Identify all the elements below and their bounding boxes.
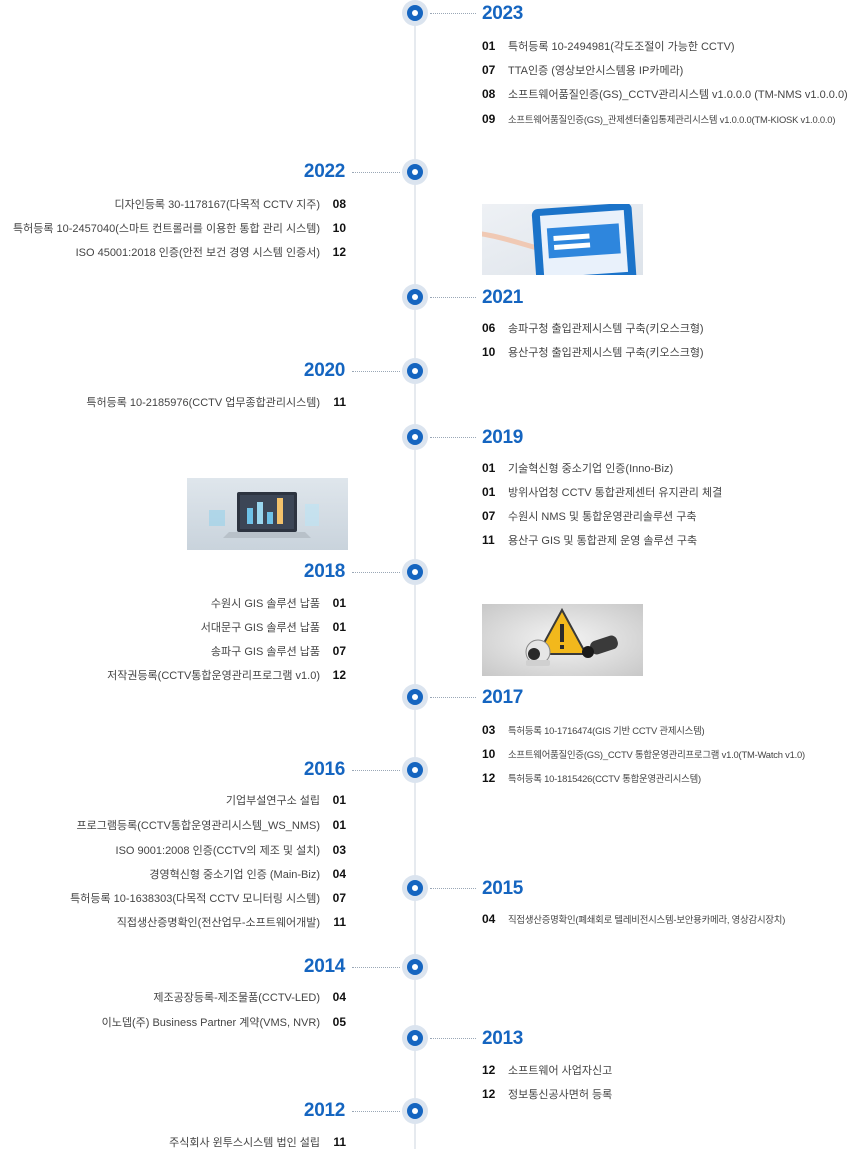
year-2017: 2017: [482, 687, 524, 708]
timeline-dot-2013: [402, 1025, 428, 1051]
connector-2022: [352, 172, 400, 173]
cctv-warning-photo: [482, 604, 643, 676]
event-row: 01 방위사업청 CCTV 통합관제센터 유지관리 체결: [482, 485, 723, 499]
event-row: 09 소프트웨어품질인증(GS)_관제센터출입통제관리시스템 v1.0.0.0(T…: [482, 112, 836, 126]
year-2020: 2020: [303, 360, 345, 381]
year-2016: 2016: [303, 759, 345, 780]
event-row: 기업부설연구소 설립 01: [225, 793, 346, 807]
event-row: 제조공장등록-제조물품(CCTV-LED) 04: [153, 990, 346, 1004]
connector-2021: [430, 297, 476, 298]
event-row: 03 특허등록 10-1716474(GIS 기반 CCTV 관제시스템): [482, 723, 705, 737]
year-2023: 2023: [482, 3, 524, 24]
connector-2012: [352, 1111, 400, 1112]
event-row: 수원시 GIS 솔루션 납품 01: [210, 596, 346, 610]
year-2015: 2015: [482, 878, 524, 899]
timeline-dot-2022: [402, 159, 428, 185]
timeline-dot-2018: [402, 559, 428, 585]
event-row: 서대문구 GIS 솔루션 납품 01: [200, 620, 346, 634]
event-row: 이노뎁(주) Business Partner 계약(VMS, NVR) 05: [101, 1015, 346, 1029]
laptop-dashboard-photo: [187, 478, 348, 550]
connector-2014: [352, 967, 400, 968]
timeline-dot-2019: [402, 424, 428, 450]
event-row: 10 소프트웨어품질인증(GS)_CCTV 통합운영관리프로그램 v1.0(TM-…: [482, 747, 805, 761]
event-row: 12 특허등록 10-1815426(CCTV 통합운영관리시스템): [482, 771, 701, 785]
timeline-dot-2016: [402, 757, 428, 783]
timeline-dot-2023: [402, 0, 428, 26]
year-2019: 2019: [482, 427, 524, 448]
connector-2018: [352, 572, 400, 573]
event-row: 특허등록 10-2185976(CCTV 업무종합관리시스템) 11: [86, 395, 346, 409]
event-row: 04 직접생산증명확인(폐쇄회로 텔레비전시스템-보안용카메라, 영상감시장치): [482, 912, 786, 926]
kiosk-touch-photo: [482, 204, 643, 275]
event-row: 저작권등록(CCTV통합운영관리프로그램 v1.0) 12: [107, 668, 346, 682]
connector-2020: [352, 371, 400, 372]
connector-2019: [430, 437, 476, 438]
event-row: 디자인등록 30-1178167(다목적 CCTV 지주) 08: [114, 197, 346, 211]
year-2022: 2022: [303, 161, 345, 182]
event-row: 특허등록 10-1638303(다목적 CCTV 모니터링 시스템) 07: [70, 891, 346, 905]
timeline-dot-2015: [402, 875, 428, 901]
connector-2016: [352, 770, 400, 771]
event-row: 06 송파구청 출입관제시스템 구축(키오스크형): [482, 321, 704, 335]
connector-2023: [430, 13, 476, 14]
timeline-dot-2021: [402, 284, 428, 310]
event-row: 01 특허등록 10-2494981(각도조절이 가능한 CCTV): [482, 39, 735, 53]
timeline-dot-2014: [402, 954, 428, 980]
event-row: ISO 45001:2018 인증(안전 보건 경영 시스템 인증서) 12: [75, 245, 346, 259]
event-row: 11 용산구 GIS 및 통합관제 운영 솔루션 구축: [482, 533, 698, 547]
connector-2017: [430, 697, 476, 698]
event-row: 프로그램등록(CCTV통합운영관리시스템_WS_NMS) 01: [76, 818, 346, 832]
connector-2013: [430, 1038, 476, 1039]
event-row: 경영혁신형 중소기업 인증 (Main-Biz) 04: [149, 867, 346, 881]
event-row: 주식회사 윈투스시스템 법인 설립 11: [169, 1135, 346, 1149]
event-row: 07 수원시 NMS 및 통합운영관리솔루션 구축: [482, 509, 697, 523]
event-row: 10 용산구청 출입관제시스템 구축(키오스크형): [482, 345, 704, 359]
year-2012: 2012: [303, 1100, 345, 1121]
event-row: 특허등록 10-2457040(스마트 컨트롤러를 이용한 통합 관리 시스템)…: [12, 221, 346, 235]
year-2013: 2013: [482, 1028, 524, 1049]
year-2014: 2014: [303, 956, 345, 977]
event-row: 송파구 GIS 솔루션 납품 07: [210, 644, 346, 658]
event-row: 12 소프트웨어 사업자신고: [482, 1063, 613, 1077]
event-row: 07 TTA인증 (영상보안시스템용 IP카메라): [482, 63, 684, 77]
event-row: 12 정보통신공사면허 등록: [482, 1087, 613, 1101]
event-row: 01 기술혁신형 중소기업 인증(Inno-Biz): [482, 461, 674, 475]
timeline-dot-2012: [402, 1098, 428, 1124]
event-row: ISO 9001:2008 인증(CCTV의 제조 및 설치) 03: [115, 843, 346, 857]
event-row: 08 소프트웨어품질인증(GS)_CCTV관리시스템 v1.0.0.0 (TM-N…: [482, 87, 848, 101]
timeline-dot-2020: [402, 358, 428, 384]
connector-2015: [430, 888, 476, 889]
year-2021: 2021: [482, 287, 524, 308]
timeline-dot-2017: [402, 684, 428, 710]
year-2018: 2018: [303, 561, 345, 582]
event-row: 직접생산증명확인(전산업무-소프트웨어개발) 11: [116, 915, 346, 929]
